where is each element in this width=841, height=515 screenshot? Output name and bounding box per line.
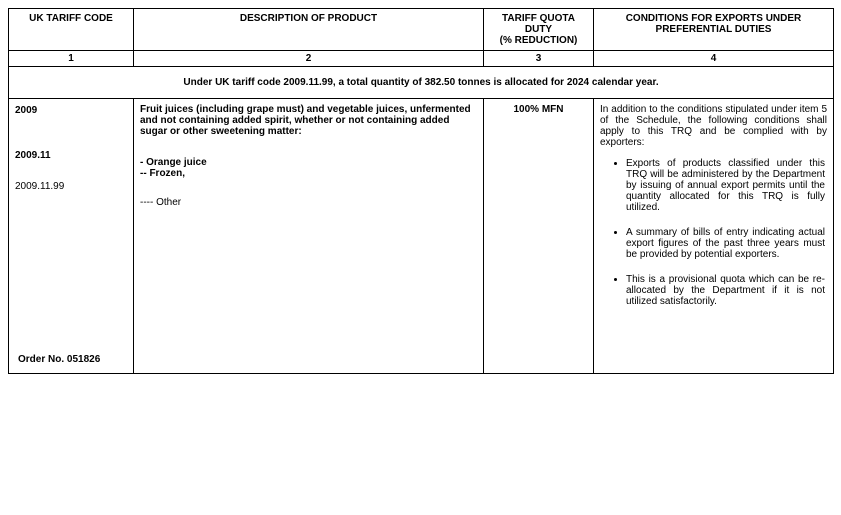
- column-number-row: 1 2 3 4: [9, 51, 834, 67]
- colnum-4: 4: [594, 51, 834, 67]
- conditions-list: Exports of products classified under thi…: [600, 158, 827, 307]
- condition-item: A summary of bills of entry indicating a…: [626, 227, 827, 260]
- duty-cell: 100% MFN: [484, 99, 594, 374]
- allocation-row: Under UK tariff code 2009.11.99, a total…: [9, 67, 834, 99]
- condition-item: This is a provisional quota which can be…: [626, 274, 827, 307]
- description-main: Fruit juices (including grape must) and …: [140, 104, 477, 137]
- code-2009-11: 2009.11: [15, 149, 127, 162]
- header-duty-line2: (% REDUCTION): [488, 35, 589, 46]
- colnum-3: 3: [484, 51, 594, 67]
- conditions-intro: In addition to the conditions stipulated…: [600, 104, 827, 148]
- colnum-2: 2: [134, 51, 484, 67]
- allocation-text: Under UK tariff code 2009.11.99, a total…: [9, 67, 834, 99]
- header-conditions: CONDITIONS FOR EXPORTS UNDER PREFERENTIA…: [594, 9, 834, 51]
- condition-item: Exports of products classified under thi…: [626, 158, 827, 213]
- tariff-table: UK TARIFF CODE DESCRIPTION OF PRODUCT TA…: [8, 8, 834, 374]
- colnum-1: 1: [9, 51, 134, 67]
- header-row: UK TARIFF CODE DESCRIPTION OF PRODUCT TA…: [9, 9, 834, 51]
- conditions-cell: In addition to the conditions stipulated…: [594, 99, 834, 374]
- code-2009-11-99: 2009.11.99: [15, 180, 127, 193]
- content-row: 2009 2009.11 2009.11.99 Order No. 051826…: [9, 99, 834, 374]
- description-frozen: -- Frozen,: [140, 168, 477, 179]
- header-tariff-code: UK TARIFF CODE: [9, 9, 134, 51]
- header-duty: TARIFF QUOTA DUTY (% REDUCTION): [484, 9, 594, 51]
- description-cell: Fruit juices (including grape must) and …: [134, 99, 484, 374]
- header-duty-line1: TARIFF QUOTA DUTY: [488, 13, 589, 35]
- tariff-codes-cell: 2009 2009.11 2009.11.99 Order No. 051826: [9, 99, 134, 374]
- order-number: Order No. 051826: [18, 354, 100, 365]
- code-2009: 2009: [15, 104, 127, 117]
- description-other: ---- Other: [140, 197, 477, 208]
- header-description: DESCRIPTION OF PRODUCT: [134, 9, 484, 51]
- description-orange-juice: - Orange juice: [140, 157, 477, 168]
